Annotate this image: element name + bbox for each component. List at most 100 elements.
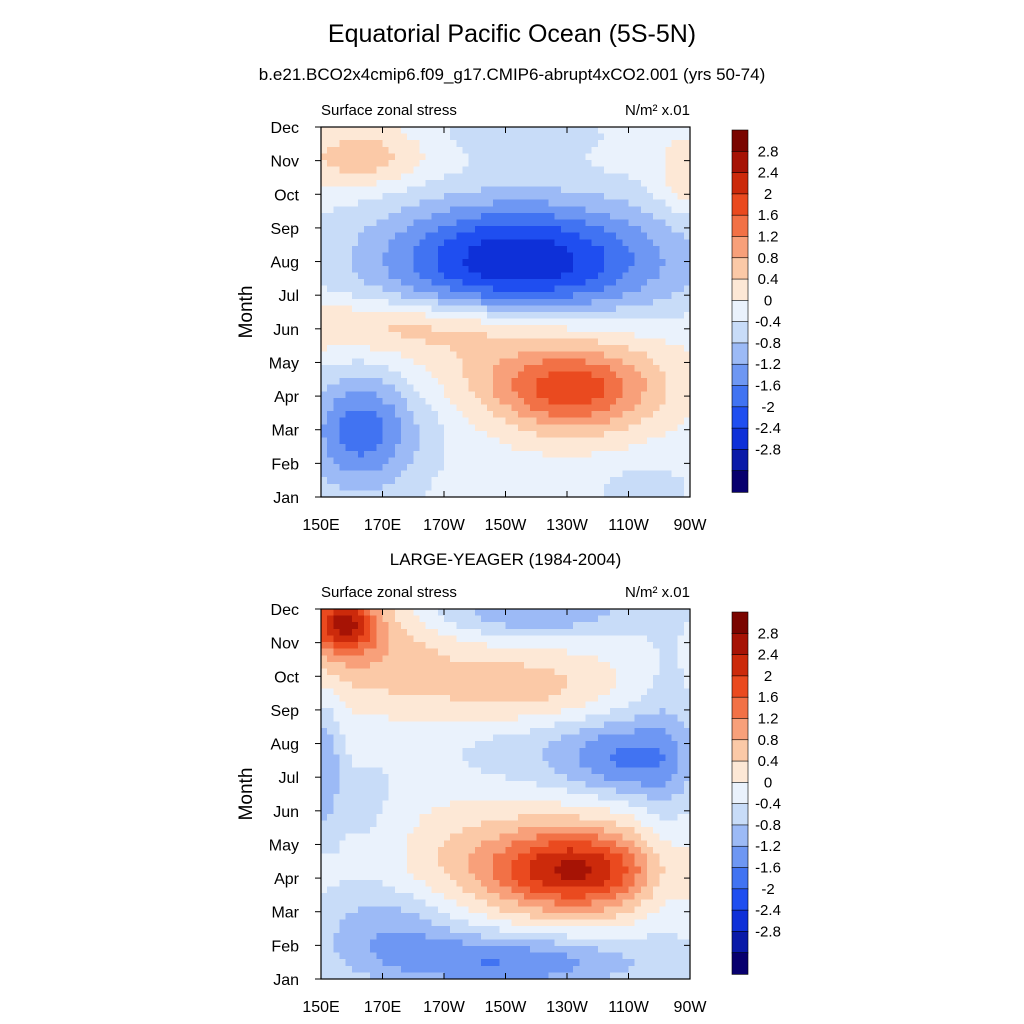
units-label: N/m² x.01 bbox=[625, 584, 690, 601]
colorbar-label: 0.4 bbox=[758, 753, 779, 770]
y-tick-label: Dec bbox=[271, 120, 299, 137]
x-tick-label: 90W bbox=[674, 517, 708, 534]
colorbar-swatch bbox=[731, 406, 749, 429]
colorbar-label: -0.8 bbox=[755, 817, 781, 834]
colorbar-swatch bbox=[731, 449, 749, 472]
colorbar-swatch bbox=[731, 172, 749, 195]
colorbar-swatch bbox=[731, 654, 749, 677]
colorbar-label: -2.8 bbox=[755, 923, 781, 940]
colorbar-label: 0 bbox=[764, 292, 772, 309]
colorbar-swatch bbox=[731, 342, 749, 365]
colorbar-label: 2.8 bbox=[758, 625, 779, 642]
figure-title: Equatorial Pacific Ocean (5S-5N) bbox=[327, 20, 697, 48]
x-tick-label: 110W bbox=[608, 999, 650, 1016]
colorbar-swatch bbox=[731, 909, 749, 933]
y-tick-label: Jul bbox=[279, 770, 299, 787]
y-tick-label: Oct bbox=[274, 187, 299, 204]
y-tick-label: Feb bbox=[271, 456, 299, 473]
colorbar-label: 2.4 bbox=[758, 647, 779, 664]
colorbar-swatch bbox=[731, 952, 749, 975]
colorbar-label: 2 bbox=[764, 668, 772, 685]
colorbar-swatch bbox=[731, 214, 749, 238]
y-tick-label: Apr bbox=[274, 871, 300, 888]
colorbar-swatch bbox=[731, 236, 749, 259]
y-tick-label: Feb bbox=[271, 938, 299, 955]
colorbar-label: -0.4 bbox=[755, 796, 781, 813]
y-tick-label: Jul bbox=[279, 288, 299, 305]
units-label: N/m² x.01 bbox=[625, 102, 690, 119]
colorbar-label: -1.2 bbox=[755, 356, 781, 373]
y-axis-label: Month bbox=[236, 286, 257, 339]
colorbar-label: -2.4 bbox=[755, 902, 781, 919]
colorbar-swatch bbox=[731, 931, 749, 954]
colorbar-label: -1.6 bbox=[755, 378, 781, 395]
colorbar-swatch bbox=[731, 427, 749, 451]
colorbar-label: 1.2 bbox=[758, 710, 779, 727]
colorbar-swatch bbox=[731, 257, 749, 280]
colorbar-label: -1.6 bbox=[755, 860, 781, 877]
contour-field bbox=[321, 609, 691, 980]
colorbar-swatch bbox=[731, 803, 749, 826]
colorbar-label: 0.8 bbox=[758, 250, 779, 267]
x-tick-label: 170W bbox=[423, 999, 466, 1016]
variable-label: Surface zonal stress bbox=[321, 584, 457, 601]
colorbar-label: -2 bbox=[761, 881, 774, 898]
colorbar-swatch bbox=[731, 300, 749, 323]
y-tick-label: Jun bbox=[273, 322, 299, 339]
colorbar-swatch bbox=[731, 718, 749, 741]
colorbar: 2.8 2.4 2 1.6 1.2 0.8 0.4 0 -0.4 -0.8 -1.2 -1.6 -2 -2… bbox=[731, 129, 781, 493]
x-tick-label: 170E bbox=[364, 517, 401, 534]
y-tick-label: Aug bbox=[271, 255, 299, 272]
y-tick-label: Apr bbox=[274, 389, 300, 406]
y-tick-label: Jun bbox=[273, 804, 299, 821]
colorbar-label: 2 bbox=[764, 186, 772, 203]
colorbar: 2.8 2.4 2 1.6 1.2 0.8 0.4 0 -0.4 -0.8 -1.2 -1.6 -2 -2… bbox=[731, 611, 781, 975]
colorbar-label: -2.4 bbox=[755, 420, 781, 437]
y-tick-label: Aug bbox=[271, 737, 299, 754]
colorbar-swatch bbox=[731, 675, 749, 698]
colorbar-swatch bbox=[731, 867, 749, 890]
x-tick-label: 150E bbox=[302, 517, 339, 534]
variable-label: Surface zonal stress bbox=[321, 102, 457, 119]
colorbar-label: 2.8 bbox=[758, 143, 779, 160]
y-tick-label: Jan bbox=[273, 972, 299, 989]
y-tick-label: Nov bbox=[271, 154, 299, 171]
x-tick-label: 150W bbox=[485, 999, 528, 1016]
colorbar-swatch bbox=[731, 321, 749, 344]
panel-title: LARGE-YEAGER (1984-2004) bbox=[390, 550, 622, 569]
colorbar-label: -0.8 bbox=[755, 335, 781, 352]
colorbar-swatch bbox=[731, 193, 749, 216]
y-tick-label: Sep bbox=[271, 703, 300, 720]
y-tick-label: Nov bbox=[271, 636, 299, 653]
contour-field bbox=[321, 127, 691, 498]
colorbar-label: 2.4 bbox=[758, 165, 779, 182]
y-tick-label: Oct bbox=[274, 669, 299, 686]
y-tick-label: May bbox=[269, 355, 299, 372]
y-axis-label: Month bbox=[236, 768, 257, 821]
colorbar-swatch bbox=[731, 129, 749, 152]
y-tick-label: Sep bbox=[271, 221, 300, 238]
panel-1: 150E 170E 170W 150W 130W 110W 90W Jan Feb Mar Apr M… bbox=[236, 102, 781, 534]
colorbar-swatch bbox=[731, 470, 749, 493]
colorbar-swatch bbox=[731, 278, 749, 302]
colorbar-label: -2 bbox=[761, 399, 774, 416]
colorbar-swatch bbox=[731, 632, 749, 656]
x-tick-label: 90W bbox=[674, 999, 708, 1016]
x-tick-label: 150W bbox=[485, 517, 528, 534]
colorbar-swatch bbox=[731, 611, 749, 634]
x-tick-label: 130W bbox=[546, 517, 589, 534]
colorbar-swatch bbox=[731, 739, 749, 762]
colorbar-swatch bbox=[731, 150, 749, 174]
colorbar-label: 0 bbox=[764, 774, 772, 791]
x-tick-label: 170E bbox=[364, 999, 401, 1016]
x-tick-label: 130W bbox=[546, 999, 589, 1016]
colorbar-swatch bbox=[731, 845, 749, 869]
x-tick-label: 170W bbox=[423, 517, 466, 534]
colorbar-swatch bbox=[731, 824, 749, 847]
colorbar-swatch bbox=[731, 782, 749, 805]
colorbar-label: -1.2 bbox=[755, 838, 781, 855]
y-tick-label: Mar bbox=[271, 423, 299, 440]
colorbar-label: 1.2 bbox=[758, 228, 779, 245]
colorbar-label: 0.8 bbox=[758, 732, 779, 749]
